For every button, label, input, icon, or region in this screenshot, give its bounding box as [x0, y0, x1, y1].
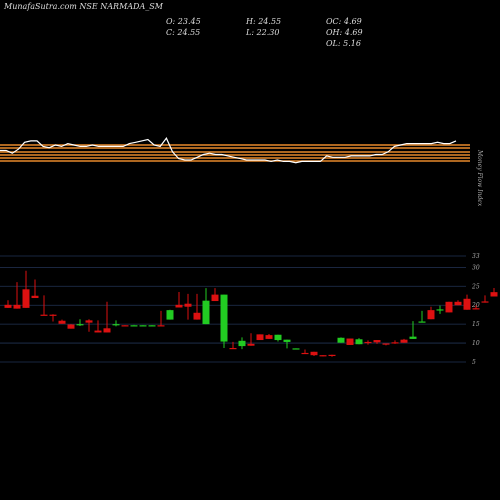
candle-body-19 — [175, 304, 183, 308]
candle-body-9 — [85, 320, 93, 323]
candle-body-38 — [346, 338, 354, 345]
candle-body-53 — [481, 301, 489, 303]
chart-title: MunafaSutra.com NSE NARMADA_SM — [4, 2, 163, 11]
mfi-bands — [0, 144, 470, 162]
mfi-line — [0, 137, 457, 164]
candle-body-15 — [139, 325, 147, 327]
oh-value: OH: 4.69 — [326, 28, 363, 37]
candle-body-28 — [256, 334, 264, 341]
candle-body-46 — [418, 321, 426, 323]
candle-body-6 — [58, 320, 66, 324]
y-tick-label-5: 30 — [472, 264, 480, 271]
close-value: C: 24.55 — [166, 28, 201, 37]
candle-body-52 — [472, 308, 480, 310]
high-value: H: 24.55 — [246, 17, 282, 26]
y-tick-label-2: 15 — [472, 321, 480, 328]
candle-body-10 — [94, 330, 102, 333]
candle-body-4 — [40, 314, 48, 316]
candle-body-1 — [13, 304, 21, 309]
candle-body-33 — [301, 352, 309, 355]
y-tick-label-6: 33 — [472, 253, 480, 260]
y-tick-label-0: 5 — [472, 359, 476, 366]
candle-body-16 — [148, 325, 156, 327]
candle-body-44 — [400, 339, 408, 343]
candle-body-22 — [202, 300, 210, 325]
candle-body-40 — [364, 341, 372, 344]
candle-body-12 — [112, 324, 120, 326]
candle-body-41 — [373, 340, 381, 343]
candle-body-39 — [355, 339, 363, 345]
candle-body-25 — [229, 347, 237, 350]
candle-body-37 — [337, 337, 345, 343]
candle-body-14 — [130, 325, 138, 327]
candle-body-18 — [166, 310, 174, 320]
candle-body-31 — [283, 339, 291, 342]
y-tick-label-3: 20 — [471, 302, 480, 309]
low-value: L: 22.30 — [246, 28, 280, 37]
candle-body-27 — [247, 343, 255, 346]
candle-body-36 — [328, 354, 336, 357]
candle-body-3 — [31, 295, 39, 299]
y-tick-label-4: 25 — [471, 283, 480, 290]
candle-body-8 — [76, 324, 84, 326]
y-tick-label-1: 10 — [472, 340, 480, 347]
candle-body-49 — [445, 301, 453, 313]
open-value: O: 23.45 — [166, 17, 201, 26]
candle-body-2 — [22, 289, 30, 308]
candle-body-29 — [265, 335, 273, 339]
candle-body-11 — [103, 328, 111, 333]
candle-body-45 — [409, 336, 417, 339]
oc-value: OC: 4.69 — [326, 17, 362, 26]
side-label: Money Flow Index — [476, 149, 483, 207]
candle-body-35 — [319, 355, 327, 357]
candle-body-48 — [436, 309, 444, 311]
candle-body-47 — [427, 310, 435, 320]
candle-body-42 — [382, 343, 390, 345]
candle-body-34 — [310, 351, 318, 356]
candle-body-20 — [184, 303, 192, 307]
ol-value: OL: 5.16 — [326, 39, 361, 48]
candle-body-51 — [463, 298, 471, 310]
candle-body-23 — [211, 294, 219, 302]
candle-body-17 — [157, 325, 165, 327]
candle-body-50 — [454, 301, 462, 306]
candle-body-30 — [274, 334, 282, 341]
candles — [4, 270, 498, 357]
candle-body-7 — [67, 324, 75, 329]
candle-body-26 — [238, 340, 246, 347]
candle-body-24 — [220, 294, 228, 342]
candle-body-32 — [292, 348, 300, 350]
price-grid: 5 10 15 20 25 30 33 — [0, 253, 480, 366]
candle-body-21 — [193, 312, 201, 320]
candle-body-54 — [490, 292, 498, 297]
candle-body-43 — [391, 342, 399, 344]
candle-body-5 — [49, 314, 57, 316]
candle-body-13 — [121, 325, 129, 327]
candle-body-0 — [4, 304, 12, 308]
